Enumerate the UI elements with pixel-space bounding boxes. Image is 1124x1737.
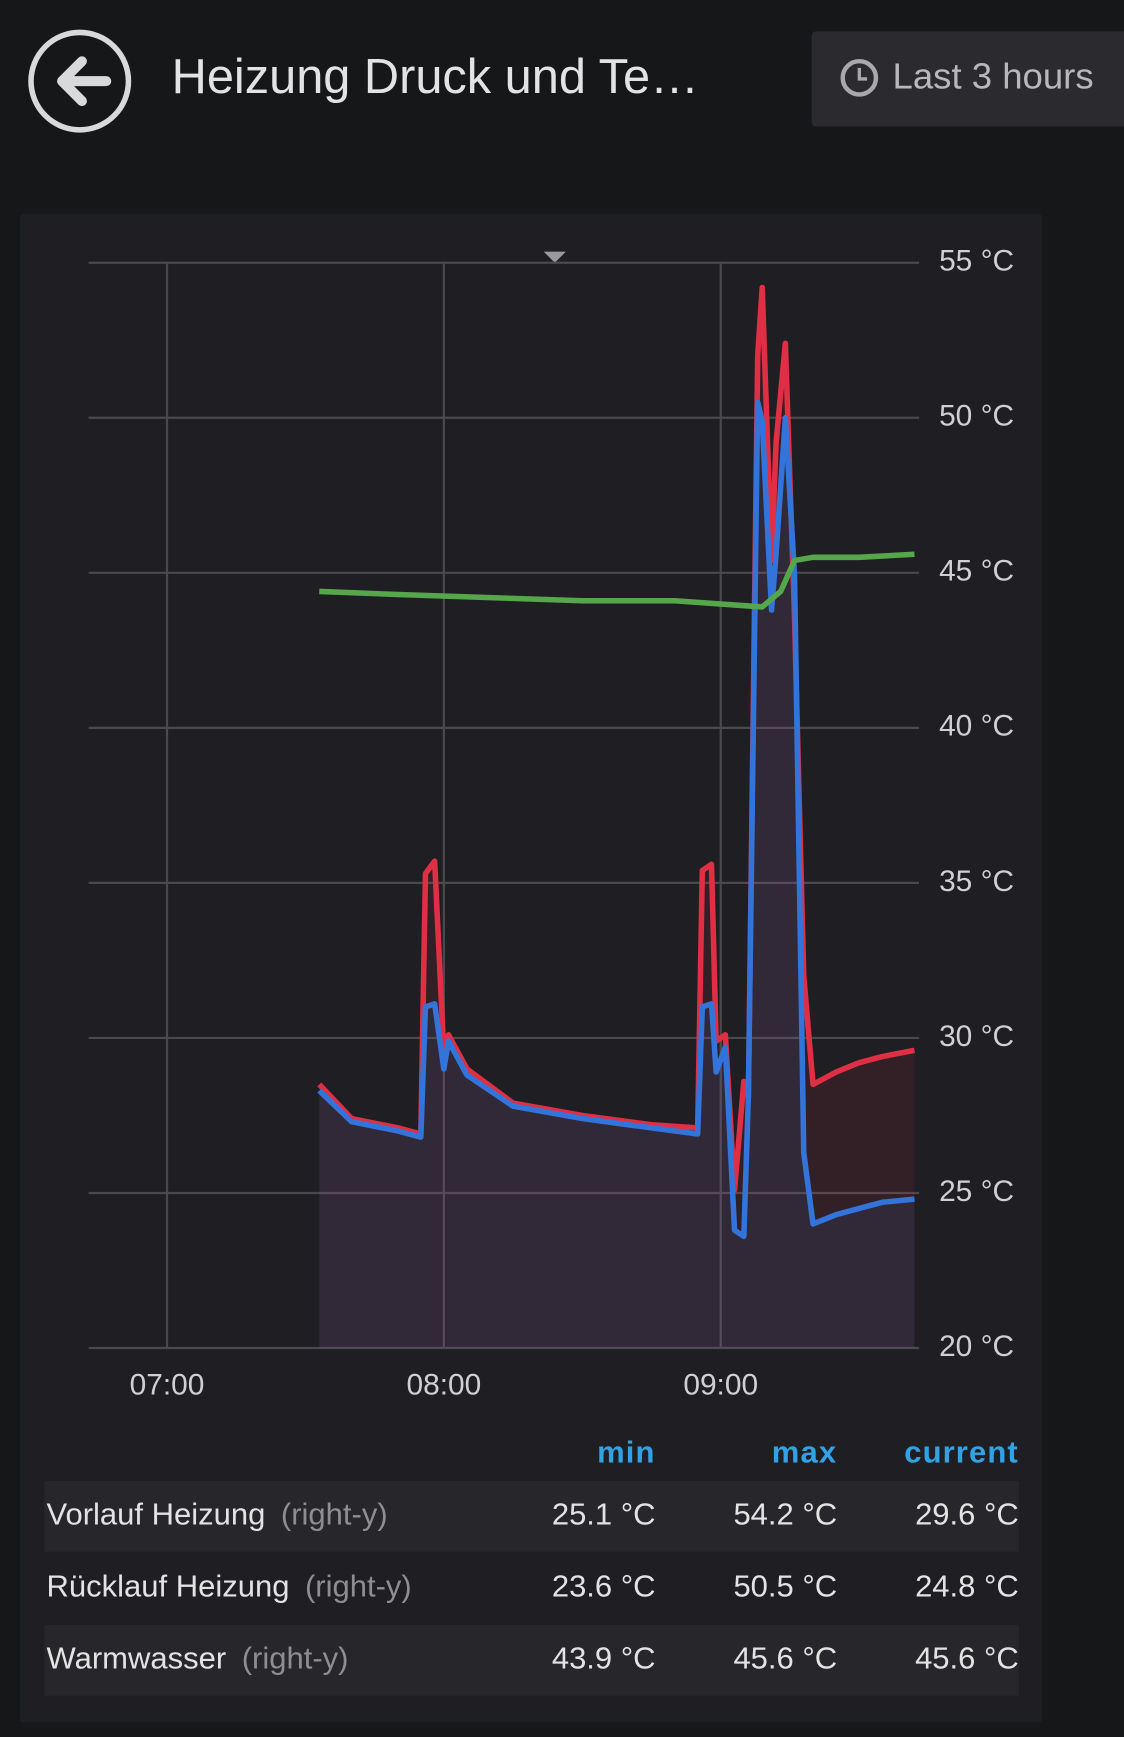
x-tick-label: 07:00 [130, 1369, 205, 1402]
series-line [317, 399, 915, 1240]
panel [19, 214, 1043, 1723]
dashboard-title: Heizung Druck und Te… [172, 50, 699, 104]
series-line [319, 551, 915, 610]
legend-value: 25.1 °C [552, 1497, 656, 1532]
x-tick-label: 08:00 [406, 1369, 481, 1402]
time-range: Last 3 hours [893, 56, 1094, 97]
legend-series-name: Vorlauf Heizung [47, 1497, 266, 1532]
legend-series: Rücklauf Heizung (right-y) [47, 1568, 412, 1603]
legend-value: 45.6 °C [915, 1640, 1019, 1675]
back-arrow [57, 56, 112, 107]
legend-series-name: Warmwasser [47, 1640, 227, 1675]
legend: min max current Vorlauf Heizung (right-y) 25.… [44, 1434, 1019, 1696]
legend-series: Warmwasser (right-y) [47, 1640, 349, 1675]
legend-series-axis: (right-y) [281, 1497, 388, 1532]
legend-value: 45.6 °C [733, 1640, 837, 1675]
y-tick-label: 50 °C [939, 400, 1014, 433]
back-circle [28, 29, 132, 133]
legend-row-stripe [44, 1480, 1019, 1552]
legend-value: 43.9 °C [552, 1640, 656, 1675]
legend-value: 54.2 °C [733, 1497, 837, 1532]
time-picker-bg [811, 31, 1124, 127]
legend-value: 50.5 °C [733, 1568, 837, 1603]
clock-hands [857, 67, 868, 81]
annotation-marker [543, 251, 566, 263]
legend-series-axis: (right-y) [242, 1640, 349, 1675]
plot: 20 °C 25 °C 30 °C 35 °C 40 °C 45 °C 50 °C 55 °C… [88, 245, 1014, 1402]
time-picker[interactable]: Last 3 hours [811, 31, 1124, 127]
y-tick-label: 20 °C [939, 1330, 1014, 1363]
y-tick-label: 35 °C [939, 865, 1014, 898]
clock-icon [840, 58, 879, 97]
x-tick-label: 09:00 [683, 1369, 758, 1402]
legend-series-axis: (right-y) [305, 1568, 412, 1603]
y-tick-label: 45 °C [939, 555, 1014, 588]
legend-series: Vorlauf Heizung (right-y) [47, 1497, 388, 1532]
y-tick-label: 30 °C [939, 1020, 1014, 1053]
y-tick-label: 55 °C [939, 245, 1014, 278]
legend-value: 29.6 °C [915, 1497, 1019, 1532]
legend-series-name: Rücklauf Heizung [47, 1568, 290, 1603]
legend-row-stripe [44, 1624, 1019, 1696]
back-button[interactable] [28, 29, 132, 133]
series-area [319, 287, 915, 1348]
series-area [319, 402, 915, 1348]
legend-column-header: min [597, 1434, 655, 1469]
legend-value: 24.8 °C [915, 1568, 1019, 1603]
legend-column-header: max [772, 1434, 837, 1469]
legend-column-header: current [904, 1434, 1019, 1469]
y-tick-label: 25 °C [939, 1175, 1014, 1208]
legend-value: 23.6 °C [552, 1568, 656, 1603]
y-tick-label: 40 °C [939, 710, 1014, 743]
